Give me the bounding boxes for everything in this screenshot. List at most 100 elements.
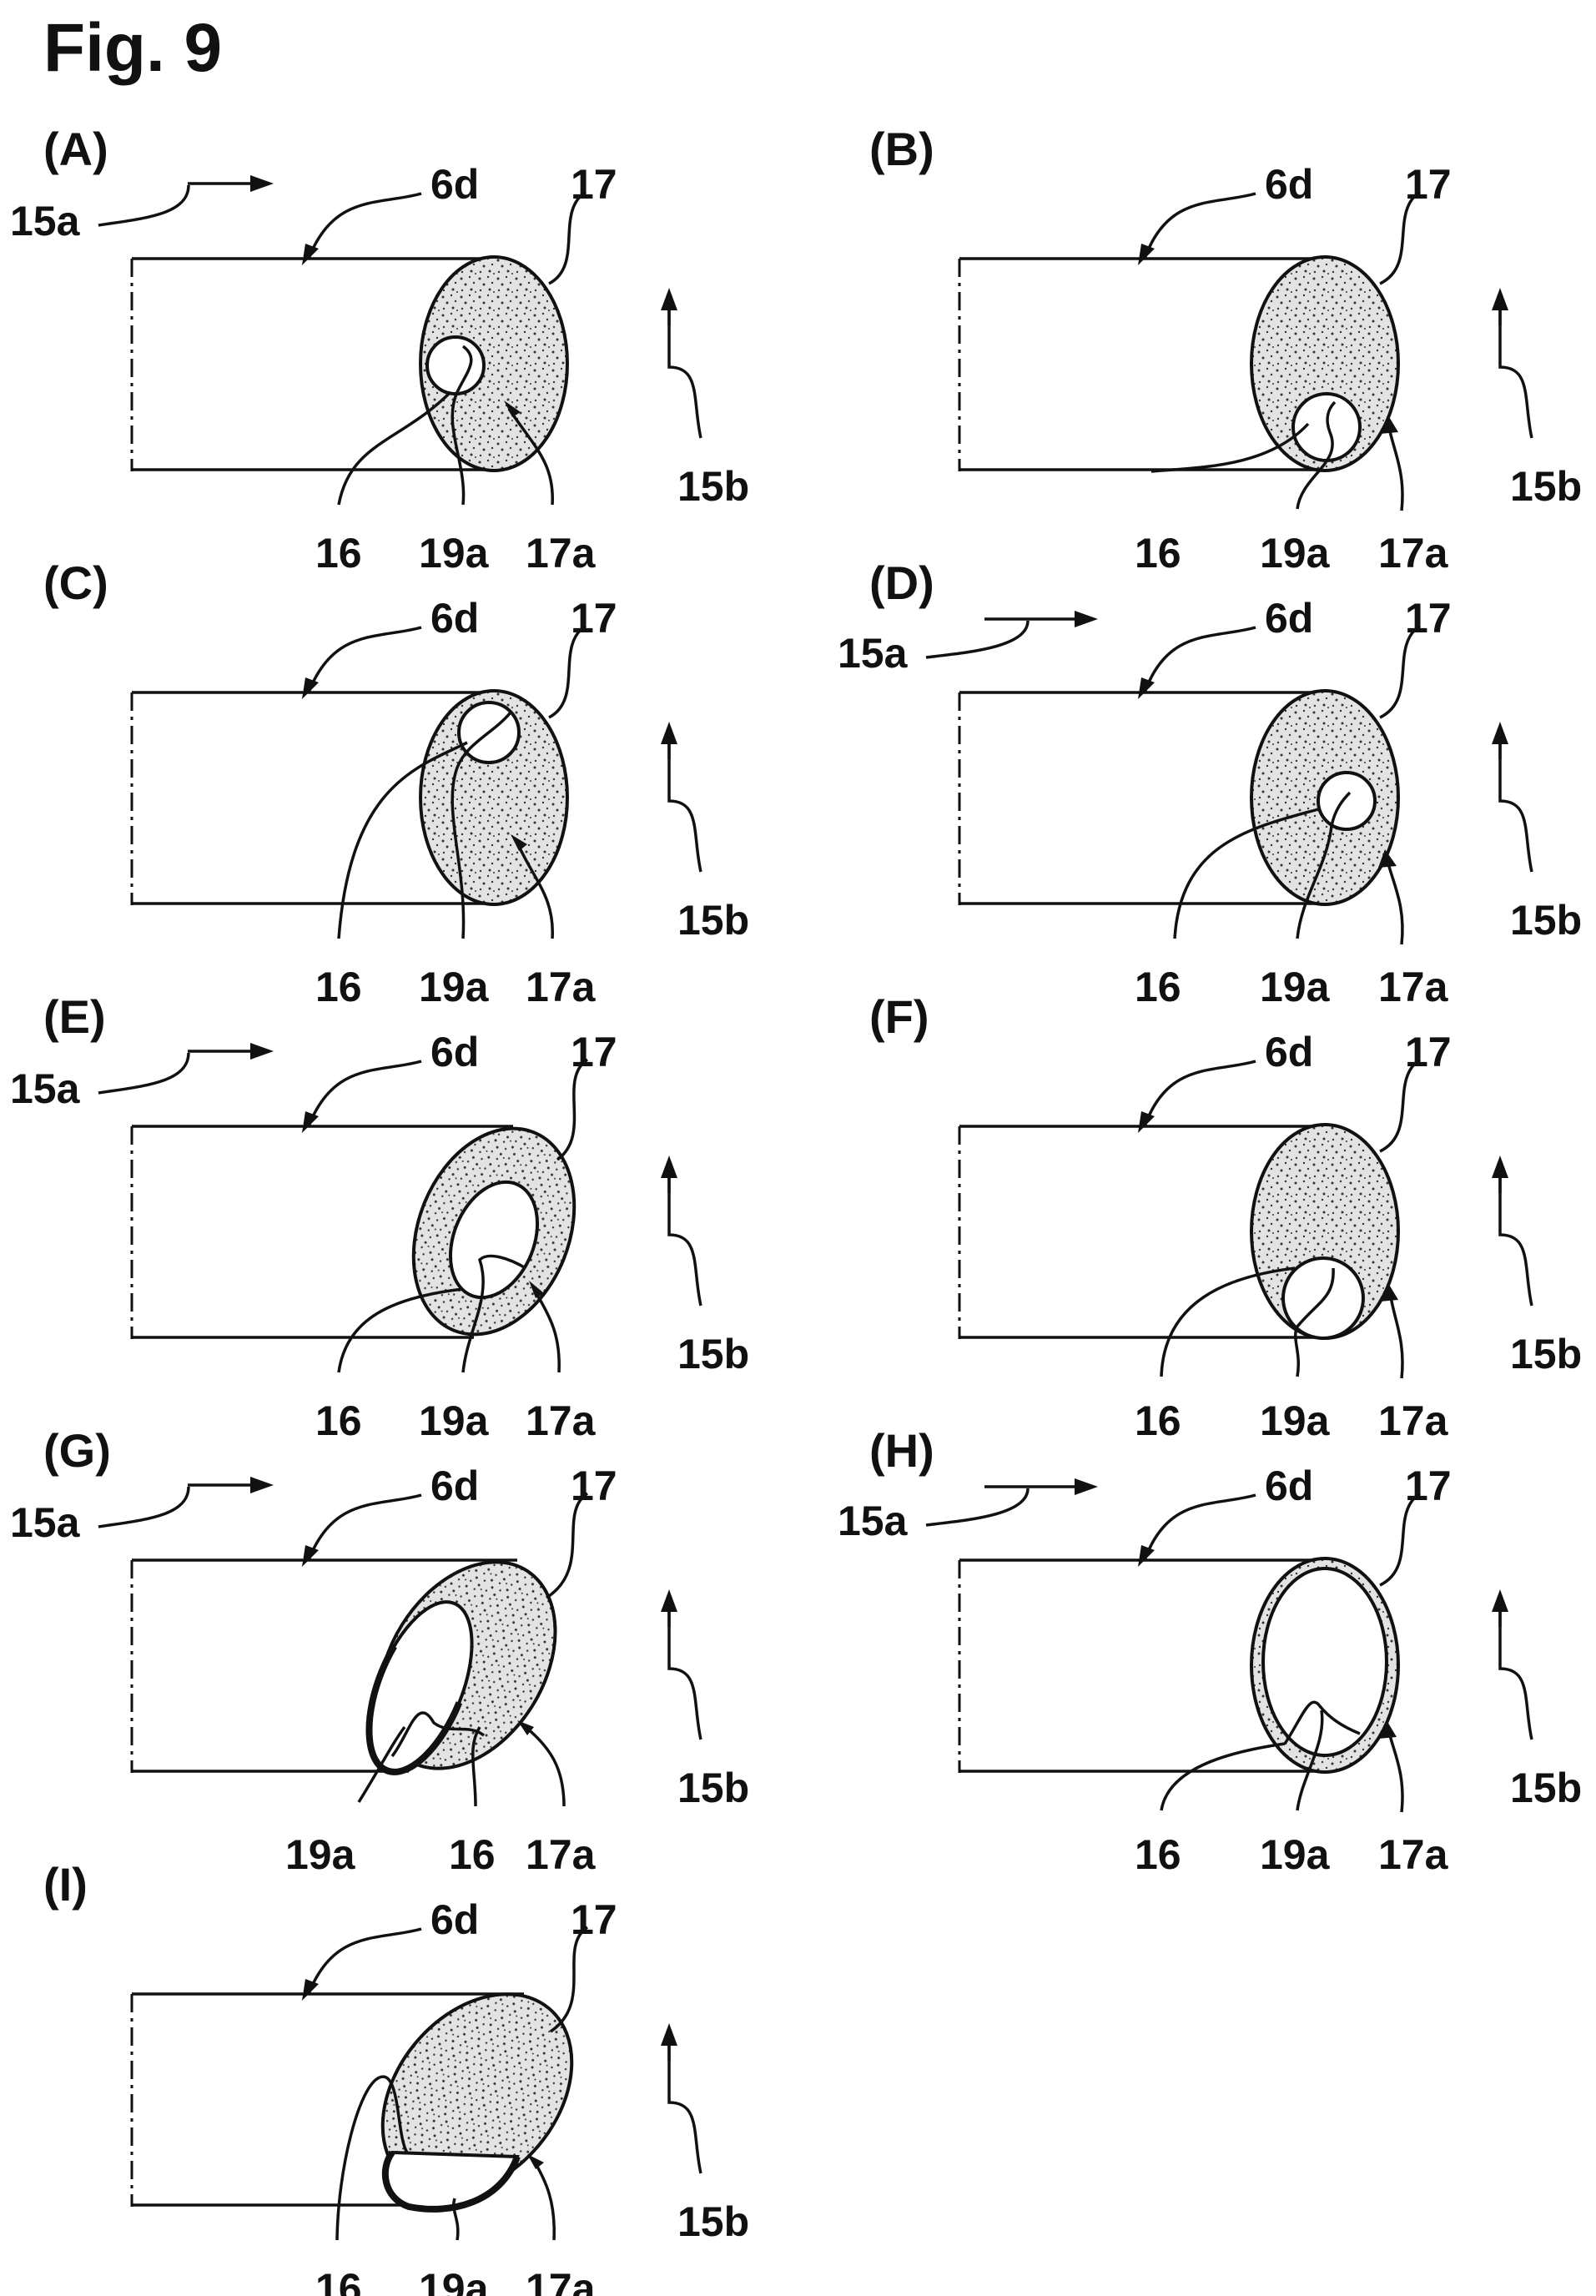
rise-leader bbox=[669, 1178, 701, 1306]
cap-label: 17 bbox=[571, 595, 617, 642]
flow-arrow bbox=[188, 175, 274, 192]
rise-label: 15b bbox=[677, 463, 749, 510]
panel-d: (D) 15a 6d 17 16 19a 17a 15b bbox=[838, 556, 1582, 1010]
rise-leader bbox=[669, 310, 701, 438]
rise-label: 15b bbox=[1510, 1765, 1582, 1811]
pipe-label: 6d bbox=[430, 161, 479, 208]
rise-leader bbox=[669, 2046, 701, 2173]
edge-label: 19a bbox=[1260, 964, 1331, 1010]
panel-label: (G) bbox=[43, 1424, 111, 1477]
flow-arrow bbox=[984, 1478, 1098, 1495]
cap-label: 17 bbox=[571, 1029, 617, 1075]
flow-direction-label: 15a bbox=[838, 1498, 909, 1544]
opening bbox=[385, 2152, 517, 2209]
flow-arrow bbox=[984, 611, 1098, 627]
rise-label: 15b bbox=[677, 897, 749, 944]
pipe-leader bbox=[309, 1061, 421, 1126]
rise-label: 15b bbox=[677, 1765, 749, 1811]
flow-arrow bbox=[188, 1043, 274, 1060]
cap-label: 17 bbox=[571, 1896, 617, 1943]
panel-b: (B) 6d 17 16 19a 17a 15b bbox=[869, 123, 1582, 577]
rise-label: 15b bbox=[677, 2198, 749, 2245]
pipe-leader bbox=[1145, 194, 1256, 259]
panel-a: (A) 15a 6d 17 16 19a 17a 15b bbox=[10, 123, 749, 577]
flow-arrow bbox=[188, 1477, 274, 1493]
panel-label: (I) bbox=[43, 1858, 88, 1911]
cap-label: 17 bbox=[1405, 595, 1452, 642]
pipe-label: 6d bbox=[430, 1029, 479, 1075]
inner-leader bbox=[1388, 424, 1402, 511]
pipe-leader bbox=[1145, 1495, 1256, 1560]
cut-label: 16 bbox=[315, 2265, 362, 2296]
cut-label: 16 bbox=[1135, 964, 1181, 1010]
opening bbox=[1318, 773, 1375, 829]
flow-direction-label: 15a bbox=[10, 198, 81, 244]
leader-line bbox=[98, 1053, 189, 1093]
inner-leader bbox=[1390, 1292, 1402, 1378]
rise-leader bbox=[1500, 1178, 1532, 1306]
inner-leader bbox=[526, 1727, 564, 1806]
inner-label: 17a bbox=[1378, 964, 1449, 1010]
opening bbox=[427, 337, 484, 394]
pipe-label: 6d bbox=[430, 1463, 479, 1509]
pipe-label: 6d bbox=[430, 1896, 479, 1943]
panel-label: (C) bbox=[43, 556, 108, 609]
pipe-leader bbox=[309, 1495, 421, 1560]
rise-label: 15b bbox=[1510, 1331, 1582, 1377]
cap-label: 17 bbox=[1405, 1029, 1452, 1075]
cap-label: 17 bbox=[1405, 1463, 1452, 1509]
edge-label: 19a bbox=[1260, 1397, 1331, 1444]
cut-label: 16 bbox=[315, 1397, 362, 1444]
panel-label: (E) bbox=[43, 990, 106, 1043]
inner-label: 17a bbox=[1378, 530, 1449, 577]
pipe-label: 6d bbox=[1265, 161, 1313, 208]
inner-label: 17a bbox=[1378, 1831, 1449, 1878]
edge-label: 19a bbox=[419, 1397, 490, 1444]
pipe-label: 6d bbox=[1265, 1029, 1313, 1075]
panel-label: (A) bbox=[43, 123, 108, 175]
cut-label: 16 bbox=[315, 530, 362, 577]
rise-label: 15b bbox=[677, 1331, 749, 1377]
flow-direction-label: 15a bbox=[10, 1499, 81, 1546]
edge-label: 19a bbox=[419, 964, 490, 1010]
edge-label: 19a bbox=[419, 2265, 490, 2296]
inner-leader bbox=[1387, 858, 1402, 944]
rise-leader bbox=[1500, 310, 1532, 438]
cut-leader bbox=[339, 392, 451, 505]
flow-direction-label: 15a bbox=[10, 1065, 81, 1112]
pipe-leader bbox=[309, 1929, 421, 1994]
figure-title: Fig. 9 bbox=[43, 10, 222, 86]
rise-leader bbox=[669, 744, 701, 872]
cut-label: 16 bbox=[1135, 1397, 1181, 1444]
panel-e: (E) 15a 6d 17 16 19a 17a 15b bbox=[10, 990, 749, 1444]
inner-leader bbox=[1388, 1729, 1402, 1812]
pipe-label: 6d bbox=[1265, 595, 1313, 642]
panel-g: (G) 15a 6d 17 19a 16 17a 15b bbox=[10, 1424, 749, 1878]
edge-label: 19a bbox=[1260, 1831, 1331, 1878]
cut-leader bbox=[1161, 1744, 1285, 1810]
inner-label: 17a bbox=[526, 2265, 597, 2296]
opening bbox=[1263, 1568, 1387, 1755]
inner-label: 17a bbox=[526, 1831, 597, 1878]
cap-label: 17 bbox=[571, 161, 617, 208]
panel-label: (F) bbox=[869, 990, 929, 1043]
inner-label: 17a bbox=[526, 1397, 597, 1444]
cut-label: 16 bbox=[1135, 1831, 1181, 1878]
panel-i: (I) 6d 16 19a 17 17a 15b bbox=[43, 1858, 749, 2296]
edge-label: 19a bbox=[419, 530, 490, 577]
pipe-label: 6d bbox=[1265, 1463, 1313, 1509]
panel-label: (D) bbox=[869, 556, 934, 609]
pipe-leader bbox=[309, 627, 421, 692]
pipe-leader bbox=[1145, 1061, 1256, 1126]
leader-line bbox=[926, 1488, 1028, 1525]
cut-label: 16 bbox=[1135, 530, 1181, 577]
rise-leader bbox=[1500, 1612, 1532, 1740]
cut-label: 16 bbox=[315, 964, 362, 1010]
leader-line bbox=[98, 185, 189, 225]
cap-label: 17 bbox=[1405, 161, 1452, 208]
inner-label: 17a bbox=[526, 964, 597, 1010]
pipe-leader bbox=[1145, 627, 1256, 692]
rise-leader bbox=[1500, 744, 1532, 872]
edge-label: 19a bbox=[1260, 530, 1331, 577]
